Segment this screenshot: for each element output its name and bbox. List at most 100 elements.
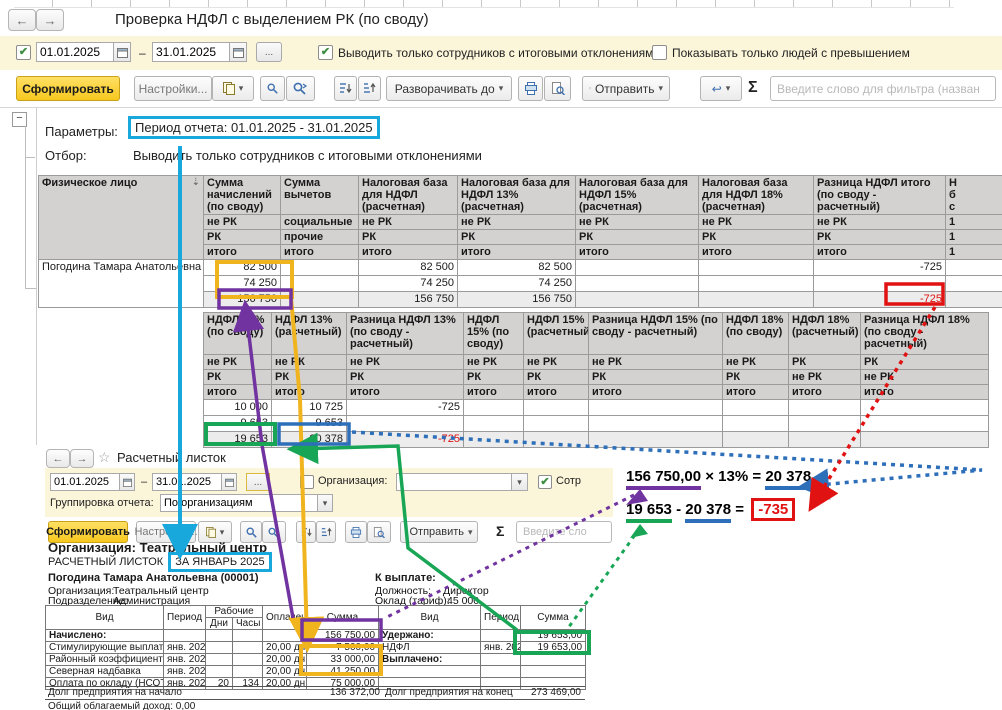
column-group-title[interactable]: НДФЛ 18% (по своду) (722, 312, 789, 355)
column-group-title[interactable]: Разница НДФЛ 13% (по своду - расчетный) (346, 312, 464, 355)
payslip-cell[interactable]: янв. 2025 (163, 665, 206, 678)
value-cell[interactable]: -725 (813, 259, 946, 276)
value-cell[interactable]: 19 653 (203, 431, 272, 448)
payslip-cell[interactable]: 33 000,00 (306, 653, 380, 666)
value-cell[interactable] (813, 275, 946, 292)
column-subheader[interactable]: не РК (203, 214, 281, 230)
column-group-title[interactable]: НДФЛ 13% (расчетный) (271, 312, 347, 355)
payslip-header-cell[interactable]: Вид (45, 605, 164, 630)
value-cell[interactable] (860, 399, 989, 416)
payslip-cell[interactable]: 20,00 дн. (262, 665, 308, 678)
only-deviations-checkbox[interactable]: ✔ (318, 45, 333, 60)
payslip-cell[interactable]: 41 250,00 (306, 665, 380, 678)
payslip-header-cell[interactable]: Часы (231, 617, 264, 630)
payslip-cell[interactable] (520, 653, 587, 666)
column-subheader[interactable]: РК (588, 369, 723, 385)
value-cell[interactable]: 9 653 (203, 415, 272, 432)
column-subheader[interactable]: не РК (203, 354, 272, 370)
payslip-cell[interactable] (205, 641, 233, 654)
payslip-header-cell[interactable]: Сумма (306, 605, 380, 630)
payslip-cell[interactable]: НДФЛ (378, 641, 482, 654)
column-subheader[interactable]: РК (860, 354, 989, 370)
column-subheader[interactable]: РК (346, 369, 464, 385)
search-button[interactable] (260, 76, 285, 101)
back-button[interactable]: ← (46, 449, 70, 468)
column-subheader[interactable]: РК (788, 354, 861, 370)
column-subheader[interactable]: РК (358, 229, 458, 245)
column-group-title[interactable]: НДФЛ 13% (по своду) (203, 312, 272, 355)
column-subheader[interactable]: итого (860, 384, 989, 400)
payslip-cell[interactable] (480, 653, 522, 666)
column-subheader[interactable]: не РК (271, 354, 347, 370)
column-subheader[interactable]: итого (698, 244, 814, 260)
print-button[interactable] (518, 76, 543, 101)
payslip-cell[interactable]: Районный коэффициент (45, 653, 164, 666)
value-cell[interactable] (575, 291, 699, 308)
column-subheader[interactable]: итого (523, 384, 589, 400)
value-cell[interactable] (698, 291, 814, 308)
value-cell[interactable]: 156 750 (358, 291, 458, 308)
column-subheader[interactable]: РК (203, 369, 272, 385)
copy-report-button[interactable]: ▾ (198, 521, 232, 543)
column-subheader[interactable]: РК (722, 369, 789, 385)
payslip-header-cell[interactable]: Сумма (520, 605, 587, 630)
value-cell[interactable] (722, 415, 789, 432)
standard-settings-button[interactable]: ↩ ▾ (700, 76, 742, 101)
column-group-title[interactable]: Налоговая база для НДФЛ 13% (расчетная) (457, 175, 576, 215)
forward-button[interactable]: → (36, 9, 64, 31)
back-button[interactable]: ← (8, 9, 36, 31)
value-cell[interactable] (945, 291, 1002, 308)
settings-button[interactable]: Настройки... (134, 76, 212, 101)
date-to-input[interactable] (152, 473, 222, 491)
column-group-title[interactable]: Налоговая база для НДФЛ 18% (расчетная) (698, 175, 814, 215)
column-subheader[interactable]: итого (588, 384, 723, 400)
filter-word-input[interactable] (770, 76, 996, 101)
payslip-header-cell[interactable]: Рабочие (204, 605, 264, 618)
value-cell[interactable] (575, 259, 699, 276)
column-group-title[interactable]: Разница НДФЛ 15% (по своду - расчетный) (588, 312, 723, 355)
value-cell[interactable] (588, 415, 723, 432)
payslip-cell[interactable]: янв. 2025 (480, 641, 522, 654)
column-subheader[interactable]: 1 (945, 214, 1002, 230)
person-column-header[interactable]: Физическое лицо ⇣ (38, 175, 204, 260)
value-cell[interactable] (346, 415, 464, 432)
column-subheader[interactable]: не РК (457, 214, 576, 230)
payslip-cell[interactable]: Северная надбавка (45, 665, 164, 678)
period-options-button[interactable]: ... (246, 473, 270, 491)
value-cell[interactable]: 10 000 (203, 399, 272, 416)
column-subheader[interactable]: РК (813, 229, 946, 245)
date-from-input[interactable] (50, 473, 120, 491)
column-subheader[interactable]: 1 (945, 244, 1002, 260)
search-next-button[interactable] (286, 76, 315, 101)
organization-checkbox[interactable] (300, 475, 314, 489)
payslip-cell[interactable] (205, 665, 233, 678)
value-cell[interactable] (945, 259, 1002, 276)
value-cell[interactable] (698, 275, 814, 292)
value-cell[interactable] (722, 431, 789, 448)
value-cell[interactable]: -725 (346, 399, 464, 416)
value-cell[interactable]: 9 653 (271, 415, 347, 432)
payslip-cell[interactable] (378, 665, 482, 678)
payslip-cell[interactable]: 20,00 дн. (262, 641, 308, 654)
sum-icon[interactable]: Σ (496, 523, 505, 539)
column-subheader[interactable]: не РК (346, 354, 464, 370)
column-subheader[interactable]: итого (358, 244, 458, 260)
column-subheader[interactable]: итого (813, 244, 946, 260)
payslip-header-cell[interactable]: Дни (205, 617, 233, 630)
person-cell[interactable]: Погодина Тамара Анатольевна (38, 259, 204, 308)
column-group-title[interactable]: НДФЛ 15% (по своду) (463, 312, 524, 355)
value-cell[interactable]: 82 500 (457, 259, 576, 276)
column-subheader[interactable]: социальные (280, 214, 359, 230)
column-subheader[interactable]: итого (457, 244, 576, 260)
payslip-header-cell[interactable]: Оплачено (262, 605, 308, 630)
value-cell[interactable] (523, 399, 589, 416)
column-subheader[interactable]: не РК (788, 369, 861, 385)
grouping-dropdown-button[interactable]: ▾ (317, 494, 333, 512)
value-cell[interactable]: 74 250 (203, 275, 281, 292)
column-group-title[interactable]: Разница НДФЛ итого (по своду - расчетный… (813, 175, 946, 215)
payslip-cell[interactable] (163, 629, 206, 642)
payslip-header-cell[interactable]: Период (163, 605, 206, 630)
payslip-cell[interactable] (480, 665, 522, 678)
value-cell[interactable]: 10 725 (271, 399, 347, 416)
group-expander[interactable]: − (12, 112, 27, 127)
